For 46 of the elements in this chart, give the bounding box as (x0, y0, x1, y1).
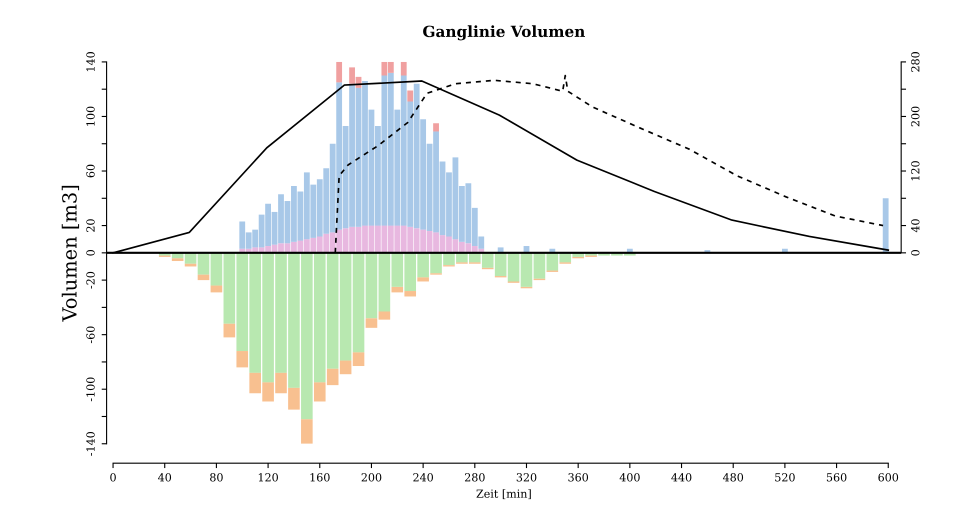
x-tick-label: 560 (826, 473, 846, 482)
bar (198, 274, 210, 280)
bar (400, 62, 407, 76)
x-tick-label: 0 (110, 473, 116, 482)
x-tick-label: 40 (158, 473, 172, 482)
bar (172, 258, 184, 262)
y-tick-label: -60 (86, 326, 95, 344)
bar (433, 123, 439, 132)
x-tick-label: 160 (310, 473, 330, 482)
x-tick-label: 240 (413, 473, 433, 482)
x-tick-label: 200 (362, 473, 382, 482)
bar (407, 90, 414, 102)
x-tick-label: 120 (258, 473, 278, 482)
x-tick-label: 520 (775, 473, 795, 482)
y-axis-title: Volumen [m3] (62, 186, 80, 322)
y-tick-label: 60 (86, 164, 95, 178)
y-tick-label: -20 (86, 272, 95, 289)
y-tick-label: 20 (86, 219, 95, 232)
bar (882, 198, 889, 253)
y-tick-label: -140 (86, 432, 95, 456)
x-tick-label: 400 (620, 473, 640, 482)
y2-tick-label: 0 (911, 250, 920, 256)
y-tick-label: 100 (86, 106, 95, 126)
y2-tick-label: 120 (911, 161, 920, 180)
y-tick-label: -100 (86, 377, 95, 402)
bar (417, 277, 429, 282)
bar (301, 419, 313, 444)
x-tick-label: 480 (722, 473, 744, 482)
x-tick-label: 600 (878, 473, 898, 482)
y2-tick-label: 40 (911, 219, 920, 232)
bar (336, 62, 342, 82)
x-tick-label: 360 (568, 473, 588, 482)
y2-tick-label: 200 (911, 106, 920, 126)
x-tick-label: 280 (464, 473, 485, 482)
bar (224, 324, 236, 338)
x-axis-title: Zeit [min] (476, 489, 531, 500)
y2-tick-label: 280 (911, 52, 920, 72)
x-tick-label: 80 (210, 473, 223, 482)
y-tick-label: 0 (86, 250, 95, 256)
bar (210, 286, 222, 292)
y-tick-label: 140 (86, 52, 95, 72)
x-tick-label: 440 (671, 473, 692, 482)
bar (236, 351, 248, 368)
x-tick-label: 320 (516, 473, 536, 482)
chart-title: Ganglinie Volumen (423, 25, 585, 40)
bar (184, 264, 196, 266)
